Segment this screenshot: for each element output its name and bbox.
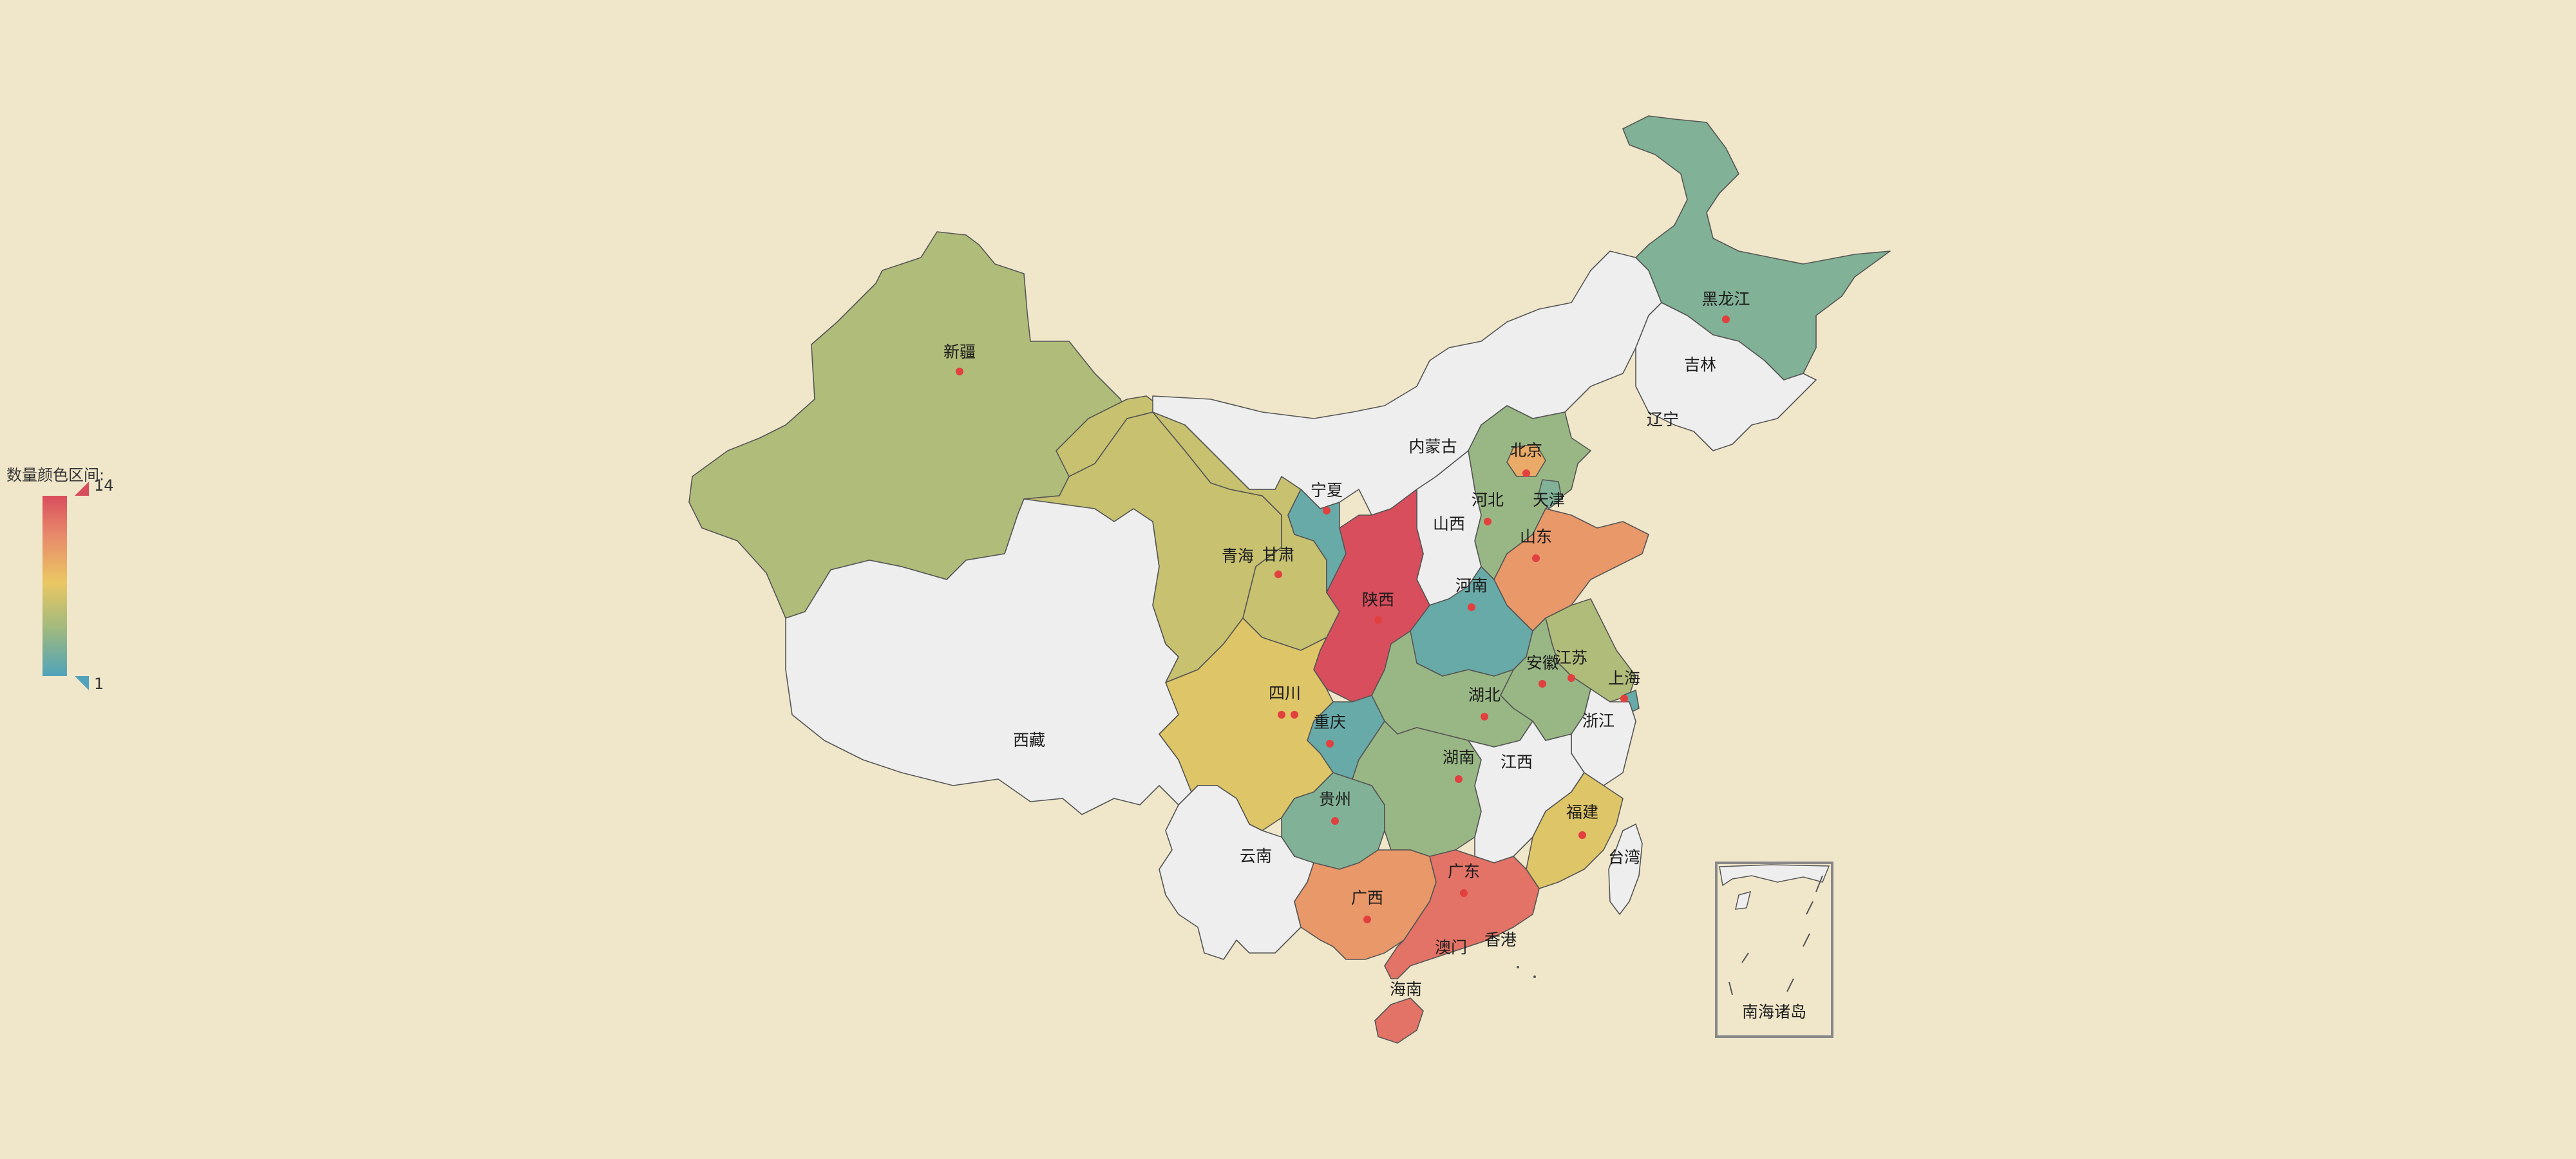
province-label: 新疆 xyxy=(943,343,976,361)
province-label: 甘肃 xyxy=(1262,545,1294,564)
city-marker[interactable] xyxy=(1460,889,1468,897)
hk-macau-marks xyxy=(1517,966,1536,978)
city-marker[interactable] xyxy=(1567,674,1575,682)
city-marker[interactable] xyxy=(1274,570,1282,578)
province-label: 河北 xyxy=(1472,491,1504,509)
city-marker[interactable] xyxy=(1539,680,1546,688)
city-marker[interactable] xyxy=(1363,916,1371,923)
legend-handle-max[interactable] xyxy=(75,482,89,496)
province-label: 天津 xyxy=(1533,491,1565,509)
province-label: 辽宁 xyxy=(1647,410,1679,429)
city-marker[interactable] xyxy=(1291,711,1298,719)
province-label: 宁夏 xyxy=(1311,481,1343,500)
province-label: 湖北 xyxy=(1468,686,1501,704)
city-marker[interactable] xyxy=(1468,603,1475,611)
province-guangdong[interactable] xyxy=(1384,849,1540,979)
province-shandong[interactable] xyxy=(1493,508,1649,632)
province-label: 吉林 xyxy=(1684,355,1716,374)
city-marker[interactable] xyxy=(1374,616,1382,624)
province-label: 香港 xyxy=(1484,930,1517,949)
city-marker[interactable] xyxy=(1722,316,1730,323)
legend-max-value: 14 xyxy=(94,476,114,495)
province-beijing[interactable] xyxy=(1506,444,1546,477)
inset-island-1 xyxy=(1735,890,1752,910)
province-label: 广西 xyxy=(1351,889,1383,907)
province-label: 陕西 xyxy=(1362,590,1394,609)
city-marker[interactable] xyxy=(956,368,963,375)
province-label: 海南 xyxy=(1390,980,1422,999)
province-label: 北京 xyxy=(1510,441,1542,460)
province-label: 山西 xyxy=(1433,514,1465,533)
inset-dash-2 xyxy=(1806,901,1814,915)
city-marker[interactable] xyxy=(1278,711,1285,719)
province-label: 上海 xyxy=(1608,669,1640,688)
province-tianjin[interactable] xyxy=(1537,479,1562,509)
city-marker[interactable] xyxy=(1481,713,1488,721)
inset-dash-4 xyxy=(1786,978,1794,992)
inset-frame xyxy=(1715,862,1833,1038)
inset-coast xyxy=(1719,864,1830,887)
province-taiwan xyxy=(1608,824,1643,915)
province-label: 内蒙古 xyxy=(1408,437,1457,456)
province-label: 台湾 xyxy=(1608,848,1640,867)
province-label: 云南 xyxy=(1240,847,1272,865)
province-yunnan xyxy=(1159,785,1314,960)
legend-handle-min[interactable] xyxy=(75,676,89,690)
visual-map-legend: 数量颜色区间: 14 1 xyxy=(6,462,135,701)
province-neimenggu xyxy=(1152,250,1662,516)
city-marker[interactable] xyxy=(1323,507,1331,514)
city-marker[interactable] xyxy=(1578,831,1586,839)
province-label: 浙江 xyxy=(1582,711,1615,730)
legend-min-value: 1 xyxy=(94,675,104,693)
province-label: 黑龙江 xyxy=(1701,290,1750,308)
province-label: 山东 xyxy=(1520,527,1552,546)
city-marker[interactable] xyxy=(1326,740,1334,748)
province-label: 安徽 xyxy=(1526,654,1558,672)
inset-dash-6 xyxy=(1728,981,1733,995)
south-china-sea-inset: 南海诸岛 xyxy=(1715,862,1833,1038)
city-marker[interactable] xyxy=(1620,695,1628,702)
province-label: 四川 xyxy=(1269,684,1301,702)
city-marker[interactable] xyxy=(1455,775,1463,783)
inset-label: 南海诸岛 xyxy=(1742,1003,1806,1021)
province-label: 青海 xyxy=(1222,547,1254,565)
city-marker[interactable] xyxy=(1331,817,1339,825)
province-label: 重庆 xyxy=(1314,713,1346,731)
province-label: 西藏 xyxy=(1013,731,1045,749)
province-label: 广东 xyxy=(1448,862,1480,881)
province-hainan xyxy=(1374,997,1424,1044)
legend-title: 数量颜色区间: xyxy=(6,466,105,484)
province-label: 江西 xyxy=(1501,753,1533,771)
province-label: 湖南 xyxy=(1443,748,1475,767)
province-label: 澳门 xyxy=(1435,938,1467,957)
province-heilongjiang[interactable] xyxy=(1622,115,1891,381)
province-jilin xyxy=(1635,302,1817,451)
city-marker[interactable] xyxy=(1532,554,1540,562)
city-marker[interactable] xyxy=(1484,518,1492,525)
inset-dash-5 xyxy=(1741,952,1749,963)
province-label: 河南 xyxy=(1455,576,1488,595)
province-label: 福建 xyxy=(1566,803,1598,822)
inset-dash-1 xyxy=(1815,875,1823,892)
province-label: 贵州 xyxy=(1319,790,1351,809)
city-marker[interactable] xyxy=(1522,469,1530,477)
province-label: 江苏 xyxy=(1555,648,1587,667)
legend-gradient-bar[interactable] xyxy=(43,496,67,676)
inset-dash-3 xyxy=(1803,933,1810,947)
